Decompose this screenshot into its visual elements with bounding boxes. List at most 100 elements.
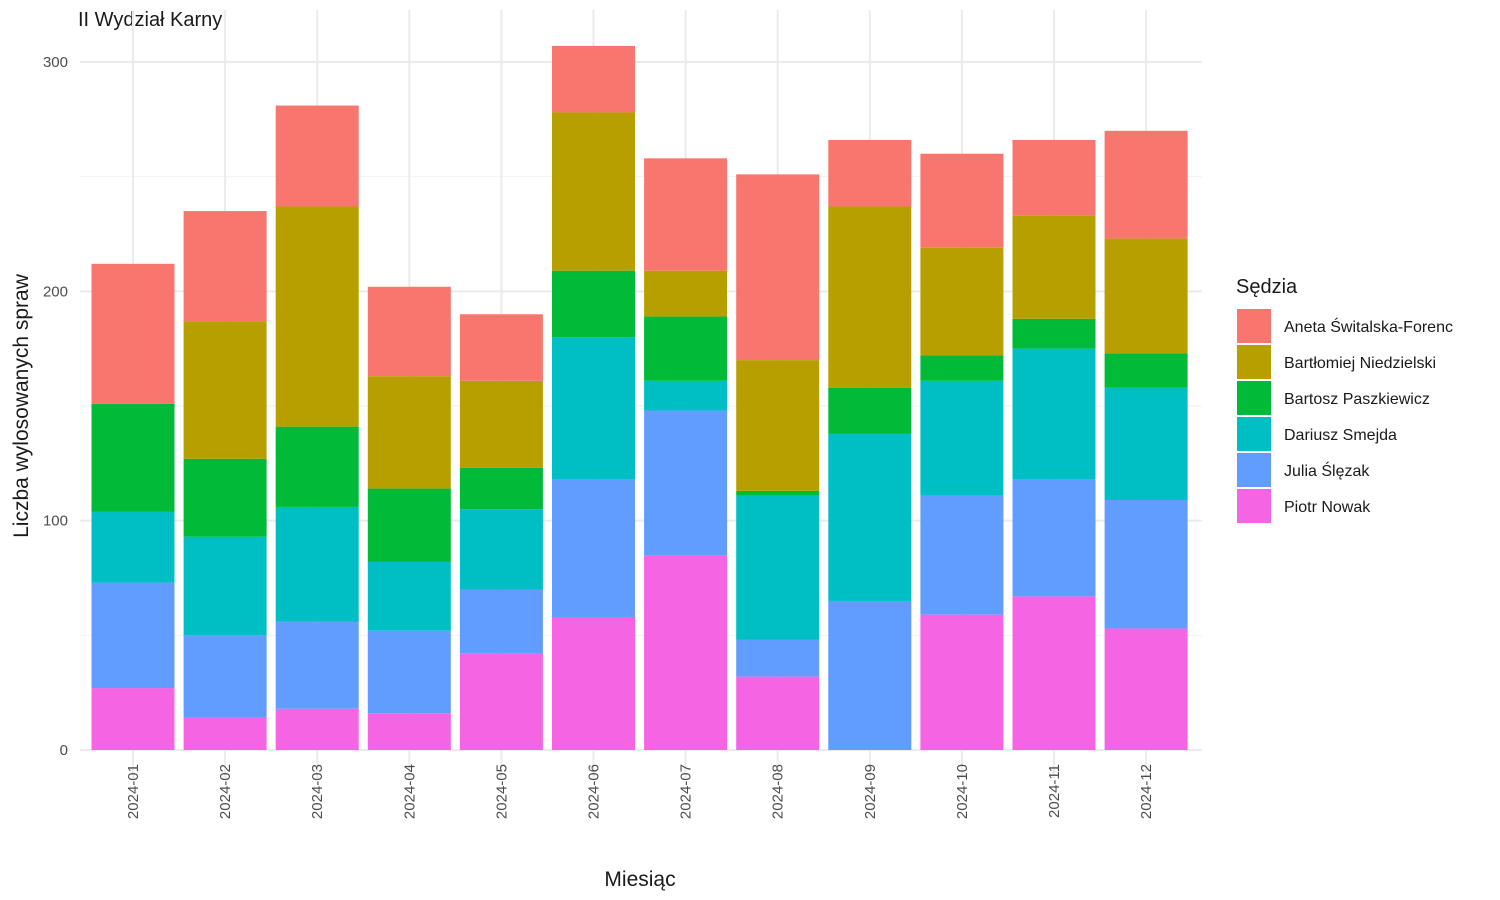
bar-segment — [1104, 238, 1188, 354]
chart-title: II Wydział Karny — [78, 9, 222, 31]
bar-segment — [1012, 348, 1096, 480]
bar-segment — [552, 112, 635, 271]
bar-segment — [644, 270, 728, 317]
x-tick-label: 2024-01 — [125, 764, 142, 819]
legend-label: Dariusz Smejda — [1284, 427, 1397, 444]
bar-segment — [91, 511, 175, 583]
x-axis-title: Miesiąc — [604, 868, 675, 891]
x-tick-label: 2024-10 — [954, 764, 971, 819]
bar-segment — [644, 158, 728, 271]
bar-segment — [736, 676, 820, 750]
bar-segment — [183, 717, 267, 750]
bar-segment — [275, 506, 359, 622]
y-axis-title: Liczba wylosowanych spraw — [10, 273, 33, 538]
bar-segment — [828, 600, 912, 750]
bar-segment — [91, 263, 175, 404]
bar-segment — [920, 380, 1004, 496]
x-tick-label: 2024-07 — [678, 764, 695, 819]
bar-segment — [552, 270, 635, 338]
bar-segment — [736, 495, 820, 640]
bar-segment — [644, 410, 728, 556]
y-axis-ticks: 0 100 200 300 — [43, 54, 68, 759]
bar-segment — [644, 380, 728, 411]
bar-segment — [736, 174, 820, 361]
bar-segment — [275, 426, 359, 507]
x-tick-label: 2024-09 — [862, 764, 879, 819]
bar-segment — [183, 321, 267, 459]
bar-segment — [91, 688, 175, 750]
x-tick-label: 2024-05 — [493, 764, 510, 819]
legend-label: Bartłomiej Niedzielski — [1284, 355, 1436, 372]
bar-segment — [1104, 387, 1188, 501]
legend-swatch — [1237, 381, 1271, 415]
bar-segment — [459, 653, 543, 750]
bar-segment — [552, 616, 635, 750]
bar-segment — [1104, 628, 1188, 750]
bar-segment — [828, 387, 912, 434]
bar-segment — [367, 713, 451, 750]
bar-segment — [828, 139, 912, 207]
bar-segment — [920, 153, 1004, 248]
x-tick-label: 2024-02 — [217, 764, 234, 819]
x-axis-ticks: 2024-01 2024-02 2024-03 2024-04 2024-05 2024-… — [125, 764, 1155, 819]
x-tick-label: 2024-12 — [1138, 764, 1155, 819]
bar-segment — [552, 45, 635, 113]
legend-label: Julia Ślęzak — [1284, 461, 1370, 480]
bar-segment — [367, 488, 451, 562]
y-tick-label: 300 — [43, 54, 68, 71]
legend-swatch — [1237, 309, 1271, 343]
bar-segment — [736, 490, 820, 496]
bar-segment — [920, 495, 1004, 615]
bar-segment — [459, 380, 543, 468]
bar-segment — [275, 206, 359, 427]
bar-segment — [1012, 139, 1096, 216]
bar-segment — [736, 360, 820, 491]
bar-segment — [367, 376, 451, 489]
bar-segment — [91, 403, 175, 512]
bar-segment — [183, 536, 267, 636]
bar-segment — [1104, 353, 1188, 388]
y-tick-label: 100 — [43, 513, 68, 530]
bar-segment — [1104, 130, 1188, 239]
legend-label: Aneta Świtalska-Forenc — [1284, 317, 1453, 336]
bar-segment — [828, 433, 912, 601]
bar-segment — [736, 639, 820, 677]
y-tick-label: 0 — [60, 742, 68, 759]
bar-segment — [183, 458, 267, 537]
bar-segment — [275, 105, 359, 207]
bar-segment — [920, 355, 1004, 381]
x-tick-label: 2024-03 — [309, 764, 326, 819]
bar-segment — [920, 247, 1004, 356]
legend-swatch — [1237, 489, 1271, 523]
legend-label: Piotr Nowak — [1284, 499, 1371, 516]
bars — [91, 45, 1188, 750]
bar-segment — [459, 467, 543, 510]
bar-segment — [1012, 479, 1096, 597]
x-tick-label: 2024-06 — [586, 764, 603, 819]
bar-segment — [367, 630, 451, 714]
bar-segment — [552, 479, 635, 617]
bar-segment — [459, 509, 543, 590]
bar-segment — [828, 206, 912, 388]
bar-segment — [91, 582, 175, 689]
bar-segment — [552, 337, 635, 480]
bar-segment — [644, 316, 728, 381]
bar-segment — [1012, 596, 1096, 750]
legend-swatch — [1237, 417, 1271, 451]
bar-segment — [275, 708, 359, 750]
x-tick-label: 2024-04 — [401, 764, 418, 819]
x-tick-label: 2024-08 — [770, 764, 787, 819]
bar-segment — [275, 621, 359, 709]
legend: Sędzia Aneta Świtalska-Forenc Bartłomiej … — [1236, 276, 1453, 523]
legend-swatch — [1237, 453, 1271, 487]
legend-label: Bartosz Paszkiewicz — [1284, 391, 1430, 408]
bar-segment — [644, 555, 728, 750]
bar-segment — [459, 314, 543, 381]
bar-segment — [367, 561, 451, 631]
bar-segment — [183, 211, 267, 322]
x-tick-label: 2024-11 — [1046, 764, 1063, 818]
legend-swatch — [1237, 345, 1271, 379]
legend-title: Sędzia — [1236, 276, 1298, 298]
bar-segment — [920, 614, 1004, 750]
